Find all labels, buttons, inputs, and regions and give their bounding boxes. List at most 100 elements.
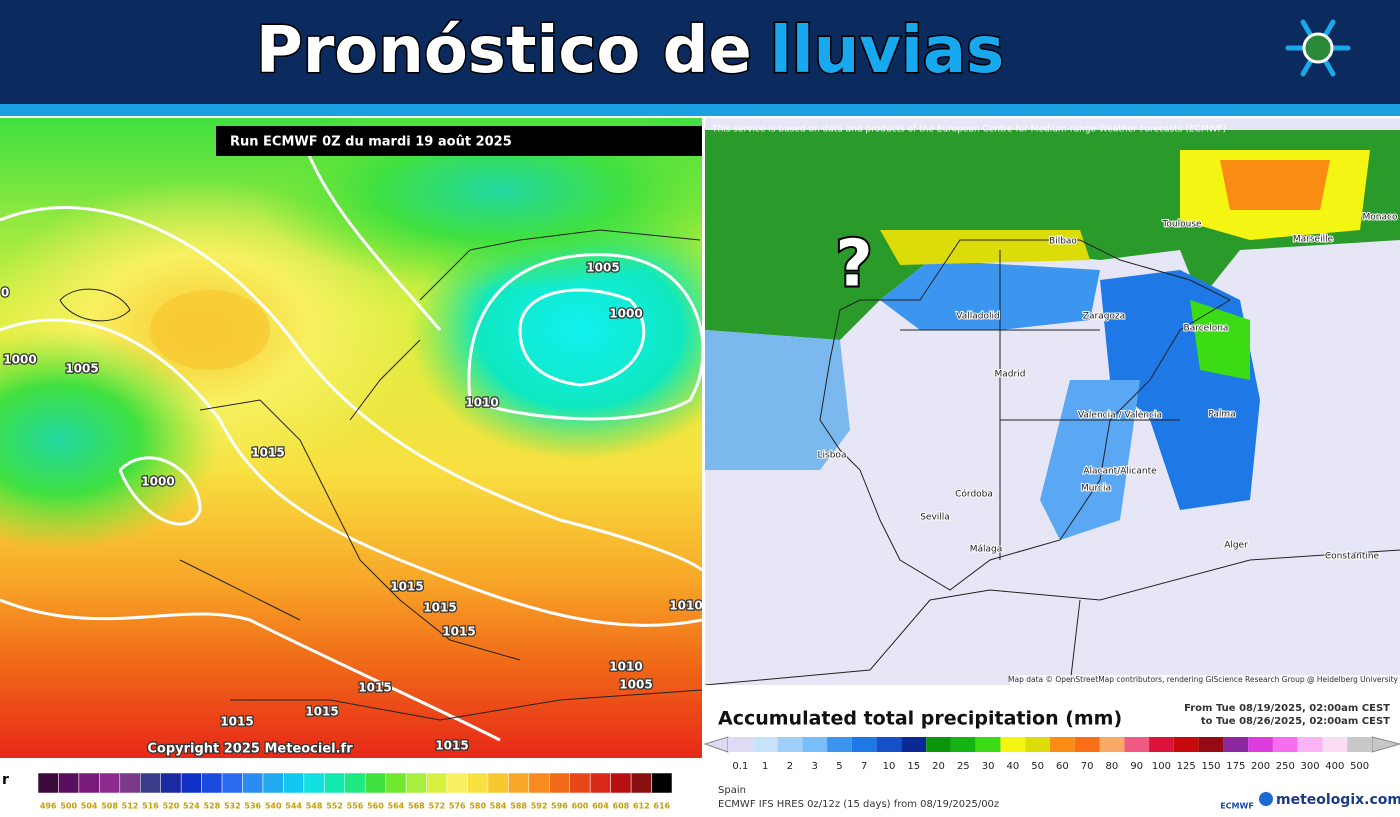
colorbar-tick-label: 100 xyxy=(1152,761,1171,772)
colorbar-tick-label: 1 xyxy=(762,761,768,772)
colorbar-tick-label: 564 xyxy=(388,802,405,811)
colorbar-tick-label: 612 xyxy=(633,802,650,811)
left-colorbar: 496 500 504 508 512 516 520 524 528 532 536 540 544 5… xyxy=(37,772,673,811)
colorbar-tick-label: 5 xyxy=(836,761,842,772)
color-swatch xyxy=(221,772,243,794)
color-swatch xyxy=(385,772,407,794)
colorbar-tick-label: 524 xyxy=(183,802,200,811)
color-swatch xyxy=(283,772,305,794)
city-label: Lisboa xyxy=(818,451,847,461)
color-swatch xyxy=(344,772,366,794)
color-swatch xyxy=(528,772,550,794)
color-swatch xyxy=(589,772,611,794)
colorbar-tick-label: 604 xyxy=(592,802,609,811)
pressure-label: 1015 xyxy=(390,580,423,594)
pressure-label: 1015 xyxy=(220,715,253,729)
pressure-label: 1010 xyxy=(609,660,642,674)
color-swatch xyxy=(262,772,284,794)
color-swatch xyxy=(950,737,976,752)
colorbar-tick-label: 600 xyxy=(572,802,589,811)
brand-icon xyxy=(1259,792,1273,806)
color-swatch xyxy=(802,737,828,752)
colorbar-tick-label: 516 xyxy=(142,802,159,811)
header-title: Pronóstico de lluvias xyxy=(256,14,1004,88)
colorbar-tick-label: 125 xyxy=(1177,761,1196,772)
model-info: ECMWF IFS HRES 0z/12z (15 days) from 08/… xyxy=(718,799,999,810)
run-label-box xyxy=(216,126,702,156)
pressure-label: 1010 xyxy=(465,396,498,410)
colorbar-tick-label: 0.1 xyxy=(732,761,748,772)
color-swatch xyxy=(140,772,161,794)
logo-snowflake xyxy=(1285,19,1351,77)
colorbar-tick-label: 50 xyxy=(1031,761,1044,772)
colorbar-tick-label: 540 xyxy=(265,802,282,811)
colorbar-tick-label: 300 xyxy=(1301,761,1320,772)
colorbar-tick-label: 20 xyxy=(932,761,945,772)
brand: meteologix.com xyxy=(1276,792,1400,808)
city-label: Valladolid xyxy=(956,312,999,322)
city-label: Valencia / València xyxy=(1078,410,1162,421)
colorbar-tick-label: 500 xyxy=(1350,761,1369,772)
colorbar-tick-label: 2 xyxy=(787,761,793,772)
color-swatch xyxy=(549,772,570,794)
color-swatch xyxy=(58,772,80,794)
color-swatch xyxy=(405,772,427,794)
colorbar-arrow-right xyxy=(1371,736,1400,753)
colorbar-tick-label: 504 xyxy=(81,802,98,811)
colorbar-tick-label: 70 xyxy=(1081,761,1094,772)
city-label: Marseille xyxy=(1293,235,1334,245)
pressure-label: 1010 xyxy=(669,599,702,613)
color-swatch xyxy=(324,772,346,794)
colorbar-tick-label: 592 xyxy=(531,802,548,811)
colorbar-tick-label: 572 xyxy=(428,802,445,811)
color-swatch xyxy=(1297,737,1323,752)
color-swatch xyxy=(926,737,951,752)
city-label: Madrid xyxy=(995,370,1026,380)
city-labels: Bilbao Toulouse Marseille Monaco Valladolid Z… xyxy=(817,212,1399,563)
colorbar-tick-label: 548 xyxy=(306,802,323,811)
color-swatch xyxy=(630,772,652,794)
pressure-label: 1015 xyxy=(358,681,391,695)
color-swatch xyxy=(1347,737,1372,752)
color-swatch xyxy=(201,772,223,794)
colorbar-tick-label: 200 xyxy=(1251,761,1270,772)
color-swatch xyxy=(99,772,121,794)
colorbar-tick-label: 10 xyxy=(883,761,896,772)
color-swatch xyxy=(180,772,202,794)
color-swatch xyxy=(242,772,264,794)
color-swatch xyxy=(160,772,182,794)
colorbar-tick-label: 250 xyxy=(1276,761,1295,772)
color-swatch xyxy=(569,772,591,794)
colorbar-tick-label: 60 xyxy=(1056,761,1069,772)
city-label: Sevilla xyxy=(920,513,950,523)
city-label: Córdoba xyxy=(955,489,993,500)
color-swatch xyxy=(487,772,509,794)
color-swatch xyxy=(1050,737,1075,752)
colorbar-tick-label: 80 xyxy=(1106,761,1119,772)
header-band xyxy=(0,0,1400,104)
color-swatch xyxy=(1099,737,1125,752)
color-swatch xyxy=(975,737,1001,752)
colorbar-tick-label: 496 xyxy=(40,802,57,811)
colorbar-tick-label: 528 xyxy=(203,802,220,811)
pressure-label: 1005 xyxy=(65,362,98,376)
left-map: Run ECMWF 0Z du mardi 19 août 2025 0 1005… xyxy=(0,118,702,758)
color-swatch xyxy=(1198,737,1224,752)
pressure-label: 1015 xyxy=(305,705,338,719)
color-swatch xyxy=(1025,737,1050,752)
colorbar-tick-label: 30 xyxy=(982,761,995,772)
color-swatch xyxy=(364,772,386,794)
title-part1: Pronóstico de xyxy=(256,14,752,88)
colorbar-tick-label: 552 xyxy=(326,802,343,811)
question-mark: ? xyxy=(835,228,872,302)
colorbar-tick-label: 596 xyxy=(551,802,568,811)
colorbar-tick-label: 25 xyxy=(957,761,970,772)
date-from: From Tue 08/19/2025, 02:00am CEST xyxy=(1184,703,1390,714)
pressure-label: 1015 xyxy=(442,625,475,639)
pressure-label: 1015 xyxy=(435,739,468,753)
city-label: Barcelona xyxy=(1184,324,1229,334)
pressure-label: 1015 xyxy=(423,601,456,615)
pressure-label: 1000 xyxy=(609,307,642,321)
color-swatch xyxy=(37,772,59,794)
